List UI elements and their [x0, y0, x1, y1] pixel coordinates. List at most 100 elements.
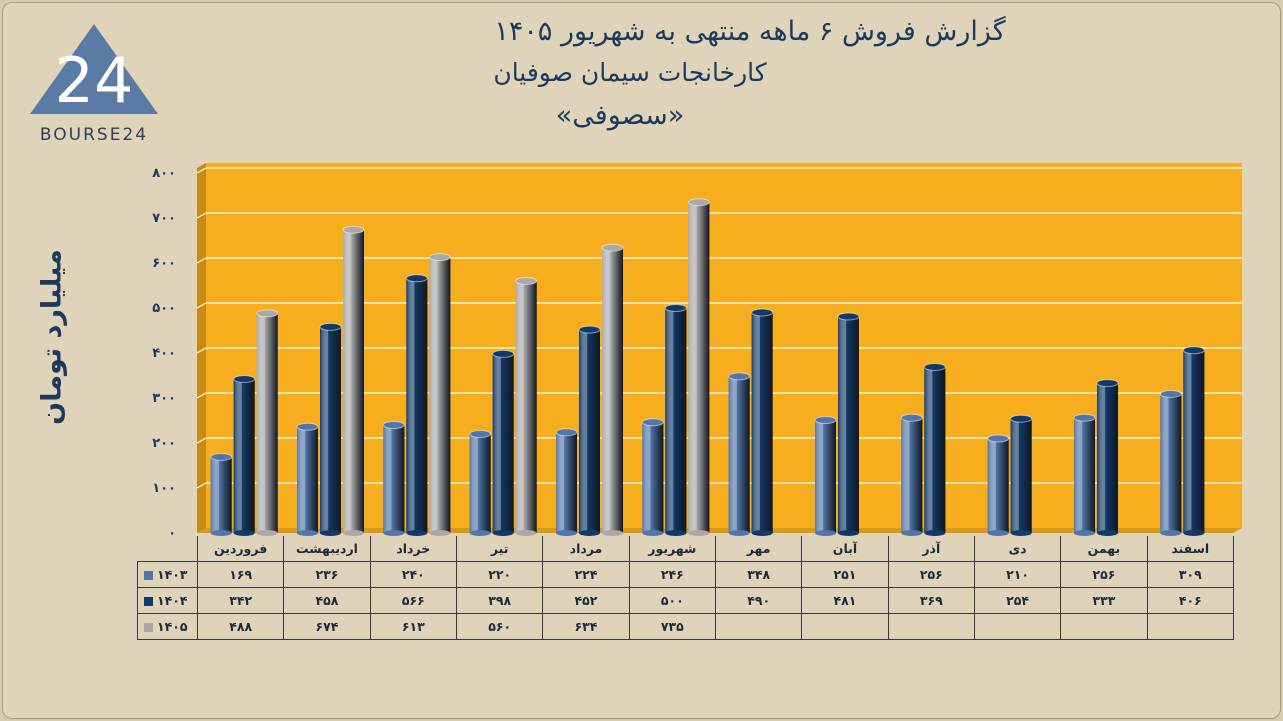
bar [1182, 346, 1205, 536]
bar-shine [1010, 418, 1032, 533]
bar-base [1183, 530, 1205, 536]
bar [256, 309, 279, 536]
legend-swatch [144, 623, 153, 632]
y-tick-label: ۸۰۰ [152, 166, 176, 181]
y-tick-label: ۵۰۰ [152, 301, 176, 316]
series-name: ۱۴۰۵ [157, 619, 188, 634]
table-row: ۱۴۰۳ ۱۶۹ ۲۳۶ ۲۴۰ ۲۲۰ ۲۲۴ ۲۴۶ ۳۴۸ ۲۵۱ ۲۵۶ ۲۱۰ ۲۵۶ ۳۰۹ [137, 561, 1234, 588]
bar-top [405, 274, 428, 283]
gridline-side [196, 212, 207, 219]
bar-top [210, 452, 233, 461]
bar-top [837, 312, 860, 321]
bar [1010, 414, 1033, 536]
bar-shine [343, 229, 364, 533]
data-label: ۴۵۸ [283, 587, 371, 614]
bar-shine [665, 308, 687, 533]
bar-shine [429, 257, 451, 533]
bar-base [233, 530, 255, 536]
bar-base [642, 530, 664, 536]
data-label: ۲۴۰ [369, 561, 457, 588]
bar-base [429, 530, 451, 536]
bar-top [687, 198, 710, 207]
bar [319, 322, 342, 536]
y-tick-label: ۷۰۰ [152, 211, 176, 226]
bar-top [664, 304, 687, 312]
bar-base [579, 530, 600, 536]
x-tick-label: اسفند [1146, 536, 1234, 562]
bar-shine [987, 438, 1009, 533]
data-label: ۶۳۴ [542, 613, 630, 640]
bar-shine [901, 417, 923, 533]
bar [900, 413, 923, 536]
bar-base [406, 530, 428, 536]
gridline-side [196, 392, 207, 399]
bar-base [1097, 530, 1118, 536]
bar [405, 274, 428, 536]
gridline-side [196, 482, 207, 489]
bar-base [602, 530, 623, 536]
bar-shine [1074, 417, 1095, 533]
bar-base [665, 530, 687, 536]
data-label: ۳۰۹ [1146, 561, 1234, 588]
data-label [714, 613, 803, 640]
bar-base [297, 530, 318, 536]
x-tick-label: تیر [455, 536, 544, 562]
bar-base [838, 530, 859, 536]
bar [492, 349, 515, 536]
x-tick-label: مهر [714, 536, 803, 562]
bar [296, 422, 319, 536]
bar-shine [383, 425, 405, 533]
bar-top [728, 372, 751, 381]
legend-entry: ۱۴۰۳ [137, 561, 198, 588]
series-name: ۱۴۰۳ [157, 567, 188, 582]
bar-shine [320, 326, 341, 533]
bar-shine [642, 422, 664, 533]
bar-top [751, 308, 774, 317]
bar-base [1010, 530, 1032, 536]
gridline-side [196, 257, 207, 264]
x-tick-label: بهمن [1060, 536, 1148, 562]
bar-base [343, 530, 364, 536]
bar-top [1073, 413, 1096, 422]
bar-base [728, 530, 750, 536]
bar [555, 428, 578, 536]
data-label: ۲۵۶ [1060, 561, 1148, 588]
bar-base [256, 530, 278, 536]
bar [923, 362, 946, 536]
data-label: ۳۹۸ [455, 587, 544, 614]
data-label: ۷۳۵ [628, 613, 716, 640]
y-tick-label: ۱۰۰ [152, 481, 176, 496]
bar [814, 416, 837, 536]
bar-shine [515, 281, 537, 533]
bar-top [319, 322, 342, 331]
bar [728, 372, 751, 536]
data-label [973, 613, 1062, 640]
data-label [887, 613, 975, 640]
x-tick-label: آذر [887, 536, 975, 562]
table-row: ۱۴۰۵ ۴۸۸ ۶۷۴ ۶۱۳ ۵۶۰ ۶۳۴ ۷۳۵ [137, 613, 1234, 640]
bar-top [987, 434, 1010, 443]
bar-top [296, 422, 319, 431]
bar-top [1096, 379, 1119, 388]
bar-shine [233, 379, 255, 533]
bar-shine [728, 376, 750, 533]
bar-base [688, 530, 710, 536]
bar [664, 304, 687, 536]
bar-shine [838, 316, 859, 533]
bar-top [492, 349, 515, 358]
x-tick-label: دی [973, 536, 1062, 562]
data-label: ۳۴۸ [714, 561, 803, 588]
bar-base [320, 530, 341, 536]
data-label: ۲۱۰ [973, 561, 1062, 588]
bar-shine [1160, 393, 1182, 533]
bar-top [555, 428, 578, 437]
data-label: ۶۱۳ [369, 613, 457, 640]
bar-base [492, 530, 514, 536]
bar-top [601, 243, 624, 252]
bar-top [382, 421, 405, 429]
data-label: ۵۶۰ [455, 613, 544, 640]
data-label: ۲۵۱ [801, 561, 889, 588]
data-label [1060, 613, 1148, 640]
chart-title: گزارش فروش ۶ ماهه منتهی به شهریور ۱۴۰۵ [494, 16, 1006, 47]
